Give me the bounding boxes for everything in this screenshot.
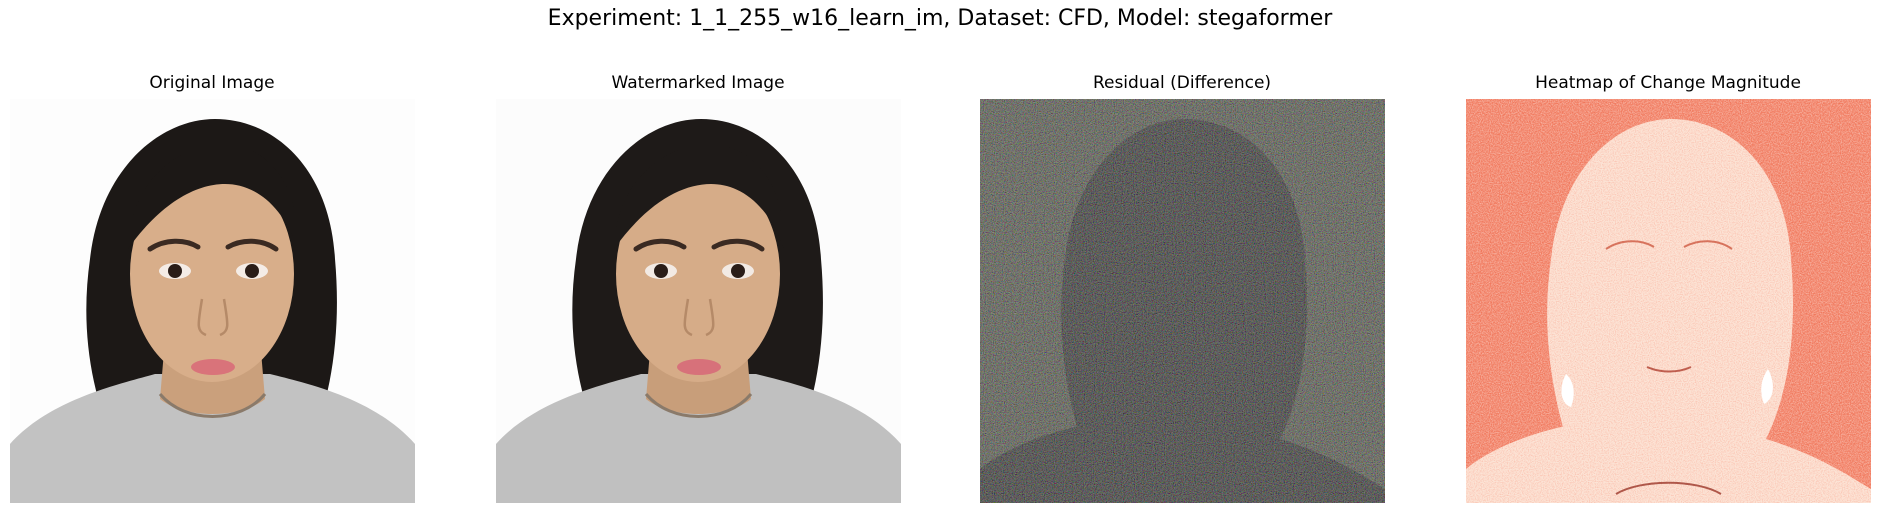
panel-residual-image [980,99,1385,503]
panel-heatmap-title: Heatmap of Change Magnitude [1535,73,1801,93]
watermarked-face-photo [496,99,901,503]
original-face-photo [10,99,415,503]
panel-original-image [10,99,415,503]
figure-title: Experiment: 1_1_255_w16_learn_im, Datase… [547,6,1333,31]
panel-watermarked-image [496,99,901,503]
panel-residual-title: Residual (Difference) [1092,73,1272,93]
panel-heatmap-image [1466,99,1871,503]
panel-original-title: Original Image [149,73,275,93]
residual-difference-image [980,99,1385,503]
panel-watermarked-title: Watermarked Image [611,73,785,93]
heatmap-change-magnitude [1466,99,1871,503]
